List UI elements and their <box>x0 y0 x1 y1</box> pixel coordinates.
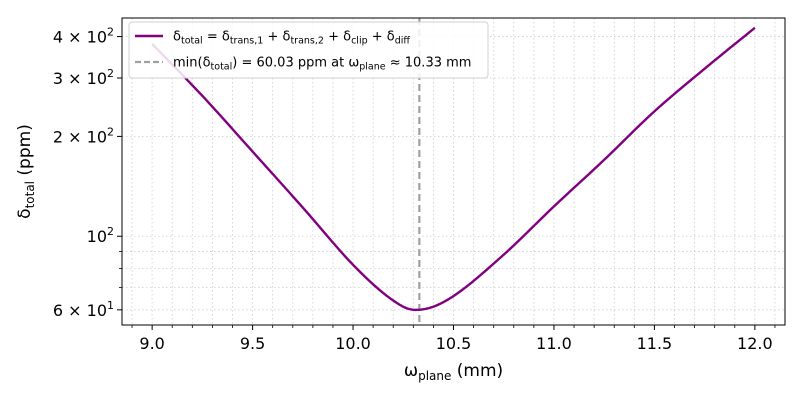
x-tick-label: 11.5 <box>637 334 673 353</box>
legend-box <box>128 21 489 79</box>
y-axis: 6 × 101 102 2 × 102 3 × 102 4 × 102 <box>53 26 122 320</box>
y-tick-label: 2 × 102 <box>53 125 114 146</box>
y-tick-label: 102 <box>87 225 114 246</box>
x-tick-label: 12.0 <box>737 334 773 353</box>
y-axis-label: δtotal (ppm) <box>15 124 37 219</box>
y-tick-label: 4 × 102 <box>53 26 114 47</box>
grid <box>122 18 785 325</box>
legend: δtotal = δtrans,1 + δtrans,2 + δclip + δ… <box>128 21 489 79</box>
y-tick-label: 3 × 102 <box>53 67 114 88</box>
series-line <box>151 26 756 312</box>
legend-label: min(δtotal) = 60.03 ppm at ωplane ≈ 10.3… <box>173 56 471 73</box>
plot-frame <box>121 17 786 326</box>
x-axis-label: ωplane (mm) <box>404 361 503 383</box>
x-axis: 9.0 9.5 10.0 10.5 11.0 11.5 12.0 <box>131 325 776 353</box>
x-tick-label: 10.5 <box>436 334 472 353</box>
x-tick-label: 9.5 <box>240 334 265 353</box>
x-tick-label: 11.0 <box>536 334 572 353</box>
legend-label: δtotal = δtrans,1 + δtrans,2 + δclip + δ… <box>173 30 410 47</box>
x-tick-label: 9.0 <box>139 334 164 353</box>
y-tick-label: 6 × 101 <box>53 299 114 320</box>
x-tick-label: 10.0 <box>335 334 371 353</box>
plot-area <box>151 18 756 325</box>
